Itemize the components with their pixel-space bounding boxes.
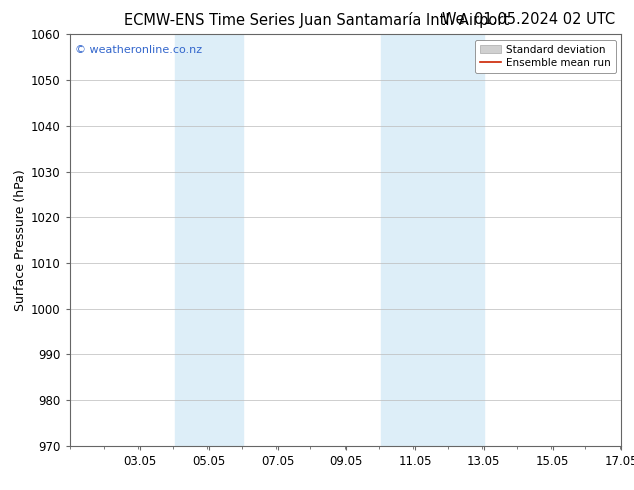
Text: We. 01.05.2024 02 UTC: We. 01.05.2024 02 UTC <box>442 12 615 27</box>
Bar <box>174 34 243 446</box>
Text: ECMW-ENS Time Series Juan Santamaría Intl. Airport: ECMW-ENS Time Series Juan Santamaría Int… <box>124 12 510 28</box>
Y-axis label: Surface Pressure (hPa): Surface Pressure (hPa) <box>14 169 27 311</box>
Legend: Standard deviation, Ensemble mean run: Standard deviation, Ensemble mean run <box>475 40 616 73</box>
Text: © weatheronline.co.nz: © weatheronline.co.nz <box>75 45 202 54</box>
Bar <box>381 34 484 446</box>
